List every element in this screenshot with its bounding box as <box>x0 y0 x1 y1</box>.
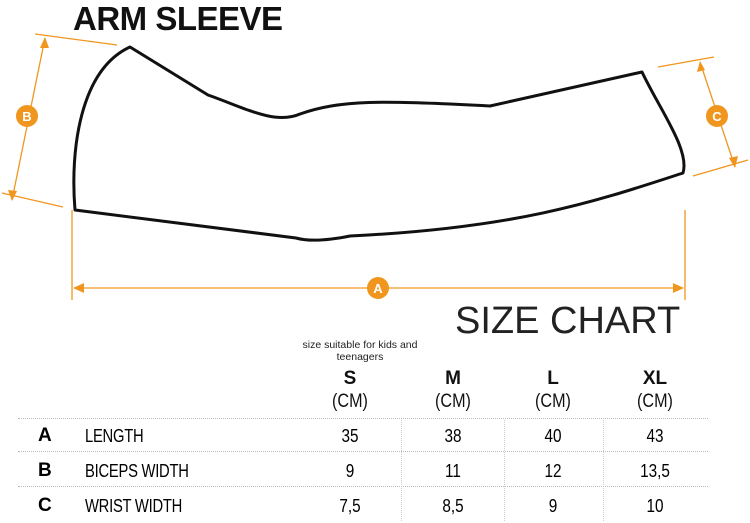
size-note: size suitable for kids and teenagers <box>302 339 418 363</box>
divider <box>401 420 402 521</box>
unit-label: (CM) <box>435 391 471 412</box>
cell-value: 11 <box>445 461 461 481</box>
size-header-s: S (CM) <box>310 368 390 414</box>
marker-c-label: C <box>712 109 722 124</box>
cell-value: 43 <box>646 426 664 446</box>
row-letter: C <box>38 495 52 516</box>
b-tick-top <box>34 33 118 46</box>
row-label: BICEPS WIDTH <box>85 461 189 481</box>
size-label: L <box>547 368 559 389</box>
divider <box>603 420 604 521</box>
size-header-m: M (CM) <box>413 368 493 414</box>
row-letter: B <box>38 460 52 481</box>
unit-label: (CM) <box>332 391 368 412</box>
row-label: WRIST WIDTH <box>85 496 183 516</box>
size-label: S <box>343 368 357 389</box>
table-row: C WRIST WIDTH 7,5 8,5 9 10 <box>0 489 750 523</box>
size-header-xl: XL (CM) <box>615 368 695 414</box>
cell-value: 13,5 <box>640 461 670 481</box>
cell-value: 9 <box>548 496 558 516</box>
cell-value: 40 <box>544 426 562 446</box>
sleeve-diagram: B C A <box>1 33 749 300</box>
c-tick-top <box>657 56 715 68</box>
row-label: LENGTH <box>85 426 144 446</box>
divider <box>504 420 505 521</box>
divider <box>18 451 708 452</box>
cell-value: 9 <box>345 461 355 481</box>
size-chart-title: SIZE CHART <box>455 300 681 342</box>
divider <box>18 418 708 419</box>
marker-a: A <box>367 277 389 299</box>
arrowheads <box>8 37 738 293</box>
sleeve-outline <box>72 45 686 242</box>
marker-b-label: B <box>22 109 31 124</box>
unit-label: (CM) <box>637 391 673 412</box>
cell-value: 12 <box>544 461 562 481</box>
divider <box>18 486 708 487</box>
cell-value: 10 <box>646 496 664 516</box>
unit-label: (CM) <box>535 391 571 412</box>
marker-a-label: A <box>373 281 383 296</box>
marker-b: B <box>16 105 38 127</box>
table-row: B BICEPS WIDTH 9 11 12 13,5 <box>0 454 750 488</box>
cell-value: 35 <box>341 426 359 446</box>
cell-value: 38 <box>444 426 462 446</box>
cell-value: 7,5 <box>339 496 361 516</box>
c-tick-bottom <box>692 159 749 177</box>
size-label: XL <box>642 368 668 389</box>
marker-c: C <box>706 105 728 127</box>
size-label: M <box>445 368 461 389</box>
cell-value: 8,5 <box>442 496 464 516</box>
table-row: A LENGTH 35 38 40 43 <box>0 419 750 453</box>
size-header-l: L (CM) <box>513 368 593 414</box>
product-title: ARM SLEEVE <box>73 0 283 37</box>
row-letter: A <box>38 425 52 446</box>
